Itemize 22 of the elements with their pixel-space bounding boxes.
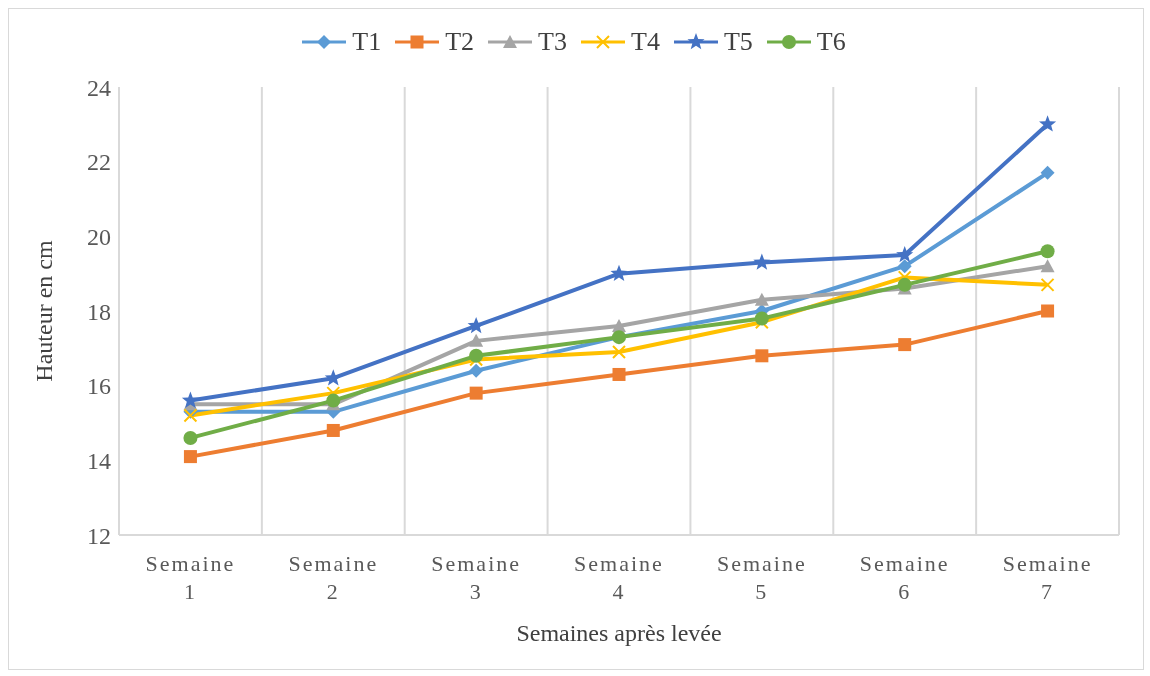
x-tick-label: Semaine 1 xyxy=(145,551,236,604)
legend-label: T5 xyxy=(723,27,753,57)
x-axis-title: Semaines après levée xyxy=(516,620,722,646)
legend-label: T1 xyxy=(352,27,382,57)
y-tick-label: 14 xyxy=(87,447,111,474)
x-tick-label: Semaine 7 xyxy=(1002,551,1093,604)
x-tick-label: Semaine 5 xyxy=(716,551,807,604)
y-tick-label: 16 xyxy=(87,373,111,400)
x-tick-label: Semaine 3 xyxy=(431,551,522,604)
legend-label: T2 xyxy=(445,27,475,57)
y-axis-title: Hauteur en cm xyxy=(30,240,57,382)
x-tick-label: Semaine 6 xyxy=(859,551,950,604)
y-tick-label: 20 xyxy=(87,223,111,250)
legend-label: T4 xyxy=(631,27,660,57)
x-tick-label: Semaine 4 xyxy=(574,551,664,604)
y-tick-label: 22 xyxy=(87,149,111,176)
legend-label: T3 xyxy=(538,27,567,57)
y-tick-label: 12 xyxy=(87,522,111,549)
y-tick-label: 18 xyxy=(87,298,111,325)
y-tick-label: 24 xyxy=(87,74,111,101)
x-tick-label: Semaine 2 xyxy=(288,551,379,604)
legend-label: T6 xyxy=(816,27,846,57)
